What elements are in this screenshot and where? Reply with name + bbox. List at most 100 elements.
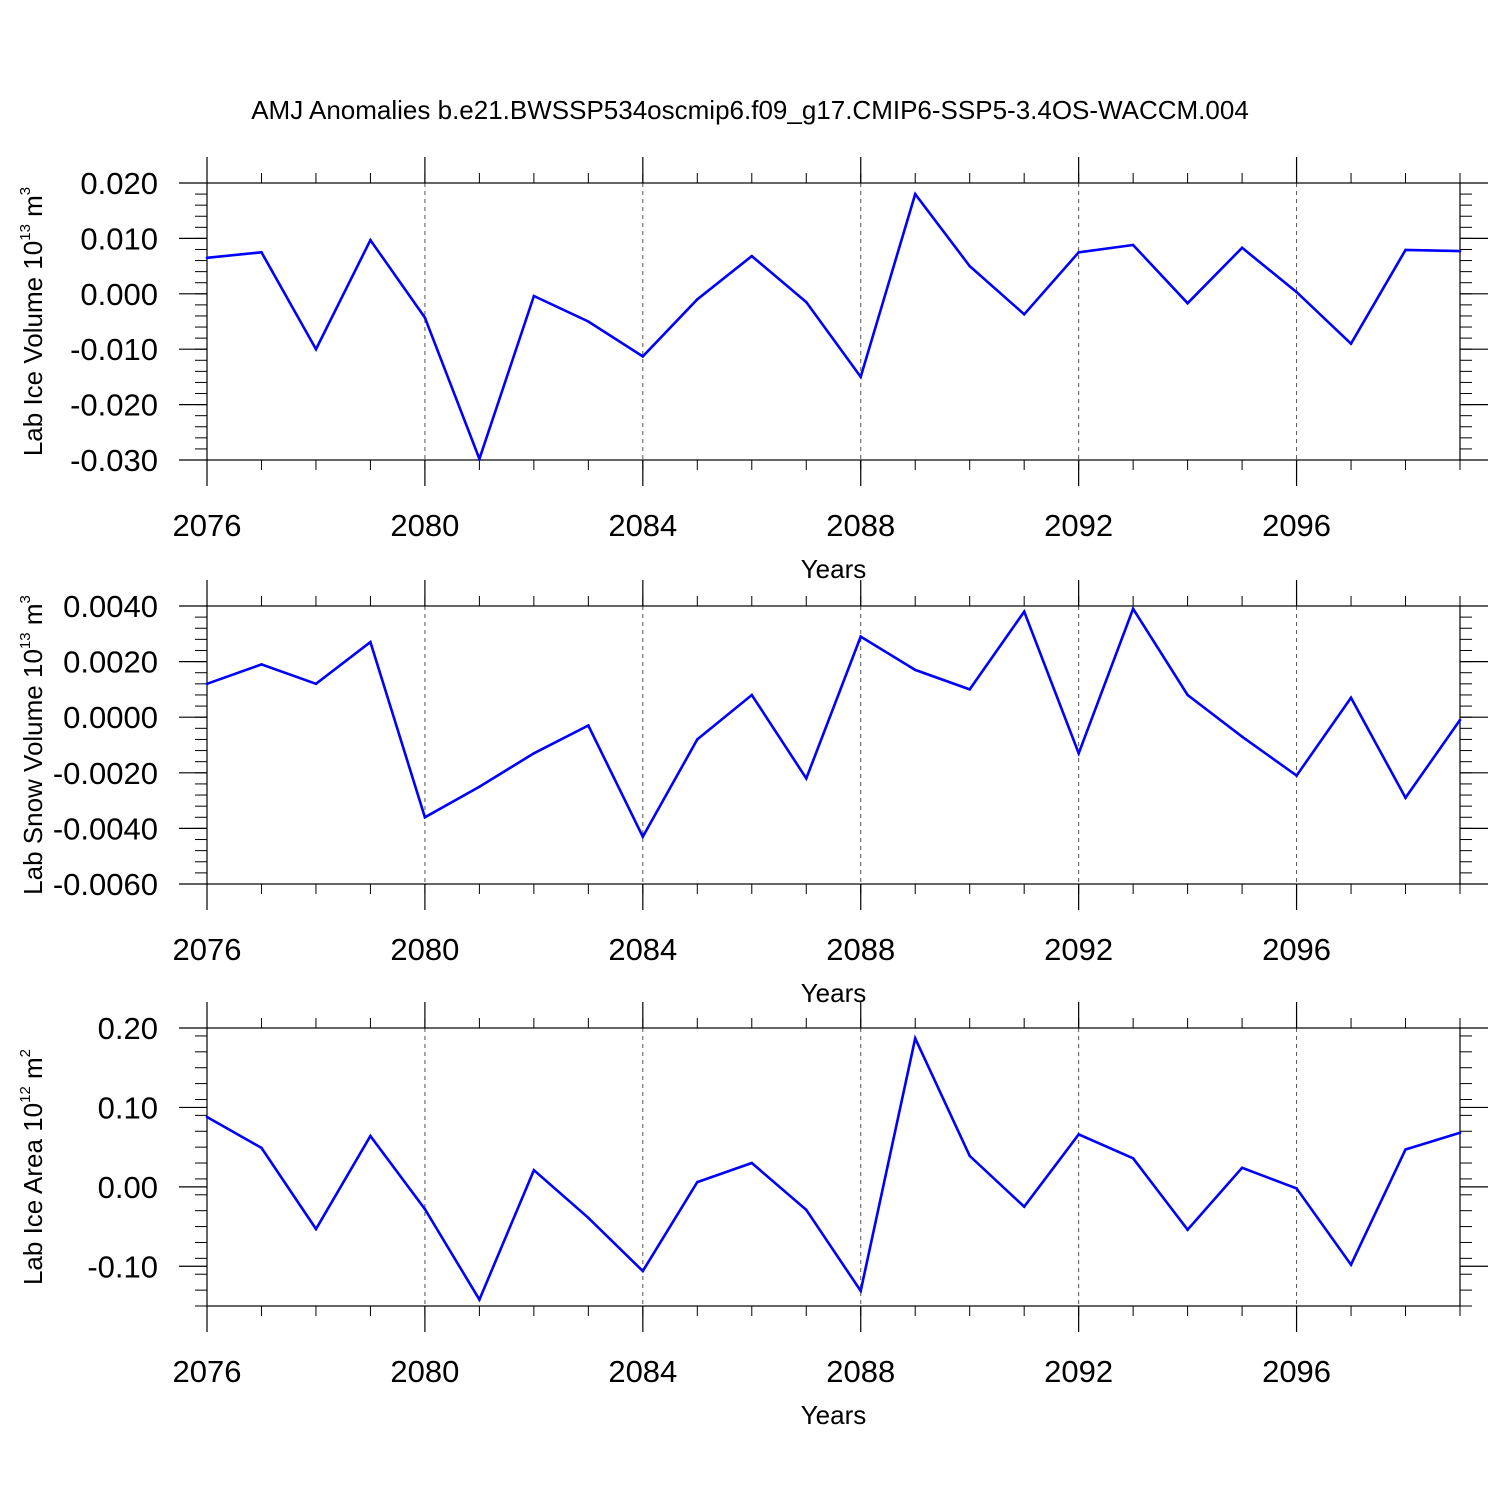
lab-snow-volume-data-point <box>587 724 590 727</box>
lab-snow-volume-data-point <box>1295 774 1298 777</box>
lab-snow-volume-data-point <box>913 668 917 672</box>
lab-ice-area-plot-frame <box>206 1027 1461 1307</box>
lab-ice-area-data-point <box>423 1207 427 1211</box>
lab-ice-volume-data-point <box>1131 243 1135 247</box>
lab-ice-area-y-axis-title: Lab Ice Area 1012 m2 <box>17 1049 48 1285</box>
lab-ice-volume-x-tick-label: 2084 <box>608 508 677 543</box>
lab-ice-volume-data-point <box>532 294 536 298</box>
lab-snow-volume-data-point <box>1186 693 1189 697</box>
lab-ice-volume-y-tick-label: -0.030 <box>70 443 158 478</box>
lab-snow-volume-data-point <box>205 682 209 686</box>
lab-ice-area-data-point <box>1186 1228 1189 1232</box>
lab-snow-volume-data-point <box>260 663 263 666</box>
lab-ice-volume-data-point <box>1240 246 1244 250</box>
lab-snow-volume-series-line <box>206 605 1462 840</box>
lab-ice-area-y-tick-label: -0.10 <box>87 1249 158 1284</box>
lab-ice-area-data-point <box>1022 1205 1026 1209</box>
lab-snow-volume-y-axis-title-unit: m <box>18 604 48 633</box>
lab-snow-volume-data-point <box>1404 796 1407 800</box>
lab-ice-area-y-tick-label: 0.20 <box>98 1011 158 1046</box>
lab-ice-volume-data-point <box>1404 248 1407 252</box>
lab-ice-volume-data-point <box>478 457 481 461</box>
lab-ice-area-x-tick-label: 2096 <box>1262 1354 1331 1389</box>
lab-ice-area-data-point <box>205 1115 209 1119</box>
lab-ice-area-y-axis-title-unit: m <box>18 1057 48 1086</box>
lab-ice-volume-y-axis-title: Lab Ice Volume 1013 m3 <box>17 187 48 456</box>
lab-ice-volume-plot-frame <box>206 182 1461 461</box>
lab-snow-volume-data-point <box>314 682 318 686</box>
lab-ice-area-x-tick-label: 2084 <box>608 1354 677 1389</box>
lab-ice-volume-y-tick-label: -0.010 <box>70 332 158 367</box>
lab-snow-volume-data-point <box>1131 607 1135 611</box>
lab-ice-volume-x-tick-label: 2088 <box>826 508 895 543</box>
lab-ice-area-data-point <box>369 1134 372 1138</box>
lab-ice-area-data-point <box>1077 1133 1080 1136</box>
lab-snow-volume-x-tick-label: 2096 <box>1262 932 1331 967</box>
lab-ice-area-x-tick-label: 2092 <box>1044 1354 1113 1389</box>
lab-ice-volume-y-axis-title-exp: 13 <box>17 224 34 241</box>
lab-ice-area-data-point <box>913 1037 917 1040</box>
lab-snow-volume-y-tick-label: -0.0040 <box>53 811 158 846</box>
lab-ice-volume-data-point <box>423 316 427 319</box>
lab-ice-volume-data-point <box>260 250 263 254</box>
lab-snow-volume-data-point <box>696 738 699 741</box>
lab-snow-volume-y-axis-title-unit-exp: 3 <box>17 595 34 603</box>
lab-snow-volume-panel: 2076 2080 2084 2088 2092 2096 -0.0060 -0.0040 -0… <box>17 580 1488 1008</box>
lab-ice-volume-y-tick-label: 0.010 <box>80 221 158 256</box>
lab-ice-volume-data-point <box>369 238 372 242</box>
lab-snow-volume-data-point <box>859 635 863 638</box>
lab-ice-volume-x-tick-label: 2080 <box>390 508 459 543</box>
lab-snow-volume-data-point <box>1240 735 1244 738</box>
chart-title: AMJ Anomalies b.e21.BWSSP534oscmip6.f09_… <box>251 95 1249 125</box>
lab-ice-volume-data-point <box>1349 342 1353 345</box>
lab-ice-area-data-point <box>1295 1187 1298 1190</box>
lab-ice-volume-data-point <box>696 298 699 301</box>
lab-snow-volume-data-point <box>750 693 754 697</box>
lab-snow-volume-data-point <box>1458 718 1462 722</box>
lab-ice-area-data-point <box>532 1168 536 1172</box>
lab-snow-volume-y-tick-label: 0.0000 <box>63 700 158 735</box>
lab-ice-volume-panel: 2076 2080 2084 2088 2092 2096 -0.030 -0.020 -0.0… <box>17 157 1488 584</box>
lab-ice-area-data-point <box>804 1208 808 1212</box>
lab-snow-volume-y-tick-label: 0.0040 <box>63 589 158 624</box>
lab-ice-area-x-axis-title: Years <box>801 1400 867 1430</box>
lab-ice-area-data-point <box>1240 1166 1244 1170</box>
lab-ice-area-data-point <box>478 1298 481 1301</box>
lab-snow-volume-x-tick-label: 2080 <box>390 932 459 967</box>
lab-ice-area-data-point <box>859 1289 863 1293</box>
lab-ice-volume-data-point <box>859 375 863 379</box>
lab-ice-volume-data-point <box>804 300 808 304</box>
lab-ice-area-data-point <box>968 1154 971 1158</box>
lab-ice-area-data-point <box>1458 1131 1462 1135</box>
lab-ice-volume-data-point <box>1077 250 1080 254</box>
lab-ice-volume-x-tick-label: 2076 <box>173 508 242 543</box>
lab-snow-volume-data-point <box>532 752 536 755</box>
lab-snow-volume-x-tick-label: 2084 <box>608 932 677 967</box>
lab-ice-area-data-point <box>1404 1148 1407 1151</box>
lab-ice-area-data-point <box>696 1180 699 1184</box>
lab-ice-volume-data-point <box>913 192 917 196</box>
lab-snow-volume-x-axis-title: Years <box>801 978 867 1008</box>
lab-ice-area-x-tick-label: 2076 <box>173 1354 242 1389</box>
lab-ice-area-data-point <box>1131 1156 1135 1160</box>
lab-ice-area-y-tick-label: 0.00 <box>98 1170 158 1205</box>
lab-ice-area-data-point <box>750 1161 754 1165</box>
lab-ice-volume-x-axis-title: Years <box>801 554 867 584</box>
lab-ice-area-series-line <box>206 1034 1461 1303</box>
lab-snow-volume-y-tick-label: 0.0020 <box>63 645 158 680</box>
lab-ice-volume-data-point <box>587 320 590 323</box>
lab-snow-volume-data-point <box>1022 610 1026 613</box>
lab-snow-volume-x-tick-label: 2088 <box>826 932 895 967</box>
lab-ice-volume-y-axis-title-unit-exp: 3 <box>17 187 34 195</box>
lab-snow-volume-plot-frame <box>206 605 1461 885</box>
lab-snow-volume-y-tick-label: -0.0020 <box>53 756 158 791</box>
lab-ice-area-y-axis-title-main: Lab Ice Area 10 <box>18 1103 48 1285</box>
lab-ice-volume-data-point <box>1022 312 1026 316</box>
lab-ice-area-y-axis-title-unit-exp: 2 <box>17 1049 34 1057</box>
lab-snow-volume-data-point <box>641 835 645 839</box>
lab-ice-volume-data-point <box>314 347 318 351</box>
lab-snow-volume-y-axis-title-main: Lab Snow Volume 10 <box>18 649 48 895</box>
lab-snow-volume-data-point <box>423 815 427 819</box>
